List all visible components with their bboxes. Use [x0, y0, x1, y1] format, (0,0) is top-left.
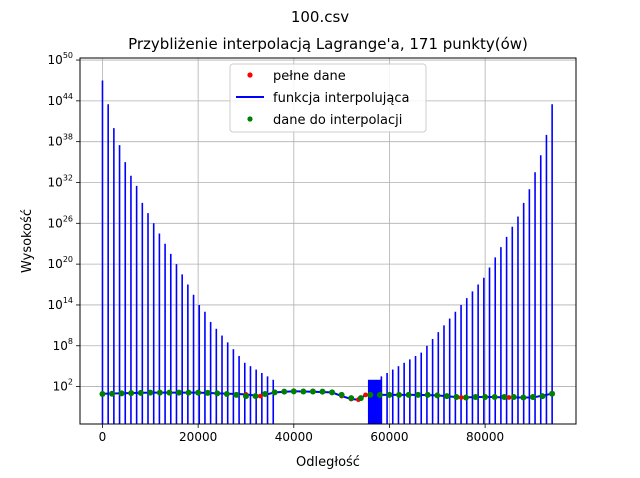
- interp-data-point: [376, 391, 383, 398]
- y-tick-label: 1050: [48, 51, 73, 67]
- plot-frame: [79, 57, 577, 425]
- legend-label-interpolation: funkcja interpolująca: [273, 91, 409, 106]
- interp-data-point: [510, 393, 517, 400]
- legend-label-interp-data: dane do interpolacji: [273, 113, 402, 128]
- y-tick-label: 1032: [48, 173, 73, 189]
- interp-data-point: [185, 389, 192, 396]
- interp-data-point: [424, 391, 431, 398]
- interp-data-point: [300, 388, 307, 395]
- y-tick-label: 1014: [48, 296, 73, 312]
- full-data-point: [458, 395, 464, 400]
- interp-data-point: [195, 389, 202, 396]
- interp-data-point: [176, 389, 183, 396]
- interp-data-point: [118, 390, 125, 397]
- interp-data-point: [434, 392, 441, 399]
- interp-data-point: [367, 391, 374, 398]
- interp-data-point: [233, 391, 240, 398]
- x-tick-label: 40000: [275, 430, 313, 444]
- interp-data-point: [128, 390, 135, 397]
- interp-data-point: [501, 393, 508, 400]
- interp-data-point: [223, 391, 230, 398]
- interp-data-point: [214, 390, 221, 397]
- series-interp-data: [99, 388, 556, 402]
- y-axis: 102 108 1014 1020 1026 1032 1038 1044 1050: [48, 51, 80, 394]
- interp-data-point: [539, 393, 546, 400]
- interp-data-point: [357, 395, 364, 402]
- interp-data-point: [482, 393, 489, 400]
- interp-data-point: [319, 388, 326, 395]
- interp-data-point: [520, 394, 527, 401]
- interp-data-point: [386, 391, 393, 398]
- interp-data-point: [405, 391, 412, 398]
- y-tick-label: 1020: [48, 255, 73, 271]
- interp-data-point: [453, 393, 460, 400]
- y-tick-label: 108: [53, 337, 73, 353]
- chart-title: Przybliżenie interpolacją Lagrange'a, 17…: [128, 35, 528, 53]
- y-tick-label: 102: [53, 378, 73, 394]
- interp-data-point: [443, 393, 450, 400]
- interp-data-point: [415, 391, 422, 398]
- interp-data-point: [109, 390, 116, 397]
- interp-data-point: [281, 388, 288, 395]
- interp-data-point: [338, 391, 345, 398]
- y-axis-label: Wysokość: [20, 209, 35, 273]
- interp-data-point: [99, 391, 106, 398]
- full-data-point: [506, 395, 512, 400]
- interp-data-point: [204, 389, 211, 396]
- x-tick-label: 0: [99, 430, 107, 444]
- interp-data-point: [529, 393, 536, 400]
- full-data-point: [257, 393, 263, 399]
- interp-data-point: [491, 393, 498, 400]
- y-tick-label: 1038: [48, 133, 73, 149]
- legend-marker-interp-data: [247, 116, 253, 122]
- full-data-point: [363, 392, 368, 398]
- chart-suptitle: 100.csv: [291, 8, 349, 26]
- legend-marker-full-data: [247, 72, 253, 78]
- x-axis: 0 20000 40000 60000 80000: [99, 424, 504, 444]
- interp-data-point: [462, 394, 469, 401]
- x-axis-label: Odległość: [296, 455, 360, 470]
- interp-data-point: [290, 388, 297, 395]
- interp-data-point: [137, 389, 144, 396]
- interp-data-point: [348, 395, 355, 402]
- plot-layer: [99, 80, 556, 424]
- legend: pełne dane funkcja interpolująca dane do…: [229, 63, 427, 133]
- interp-data-point: [309, 388, 316, 395]
- interpolation-band: [367, 379, 382, 424]
- interp-data-point: [252, 393, 259, 400]
- y-tick-label: 1026: [48, 214, 73, 230]
- series-interpolation: [101, 80, 553, 424]
- interp-data-point: [262, 391, 269, 398]
- interp-data-point: [549, 390, 556, 397]
- interp-data-point: [271, 389, 278, 396]
- legend-label-full-data: pełne dane: [273, 69, 346, 84]
- interp-data-point: [156, 389, 163, 396]
- interp-data-point: [242, 393, 249, 400]
- interp-data-point: [329, 389, 336, 396]
- legend-frame: [229, 63, 427, 133]
- x-tick-label: 80000: [466, 430, 504, 444]
- interp-data-point: [472, 393, 479, 400]
- y-tick-label: 1044: [48, 92, 73, 108]
- interp-data-point: [147, 389, 154, 396]
- interp-data-point: [396, 391, 403, 398]
- x-tick-label: 20000: [179, 430, 217, 444]
- interp-data-point: [166, 389, 173, 396]
- x-tick-label: 60000: [370, 430, 408, 444]
